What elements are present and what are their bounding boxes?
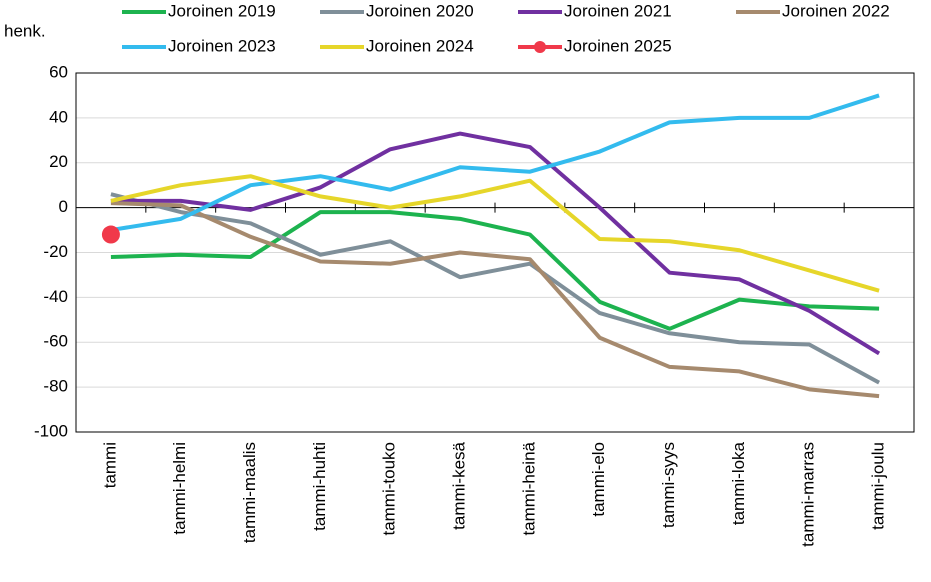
y-axis-unit: henk. [4,21,46,40]
legend-label: Joroinen 2019 [168,1,276,20]
x-tick-label: tammi-heinä [519,441,538,535]
plot-border [75,72,915,433]
series-line [110,210,880,331]
x-tick-label: tammi-maalis [240,442,259,543]
x-tick-label: tammi-huhti [310,442,329,531]
legend-label: Joroinen 2020 [366,1,474,20]
legend-label: Joroinen 2022 [782,1,890,20]
x-tick-label: tammi-loka [729,441,748,525]
legend-label: Joroinen 2021 [564,1,672,20]
series-line [110,131,881,356]
series-line [110,93,880,233]
y-tick-label: 40 [49,107,68,126]
legend-label: Joroinen 2025 [564,36,672,55]
series-line [110,192,881,385]
y-tick-label: -60 [43,332,68,351]
y-tick-label: -100 [34,421,68,440]
y-tick-label: -20 [43,242,68,261]
x-tick-label: tammi-kesä [450,441,469,529]
series-line [110,174,880,293]
legend-label: Joroinen 2024 [366,36,474,55]
y-tick-label: -40 [43,287,68,306]
y-tick-label: 20 [49,152,68,171]
y-tick-label: 0 [59,197,68,216]
y-tick-label: 60 [49,62,68,81]
y-tick-label: -80 [43,377,68,396]
x-tick-label: tammi-syys [659,442,678,528]
series-line [110,201,880,399]
x-tick-label: tammi-helmi [170,442,189,535]
x-tick-label: tammi-elo [589,442,608,517]
x-tick-label: tammi-touko [380,442,399,536]
legend-label: Joroinen 2023 [168,36,276,55]
x-tick-label: tammi [100,442,119,488]
x-tick-label: tammi-joulu [869,442,888,530]
series-marker [101,225,120,244]
legend-marker [534,41,546,53]
x-tick-label: tammi-marras [799,442,818,547]
